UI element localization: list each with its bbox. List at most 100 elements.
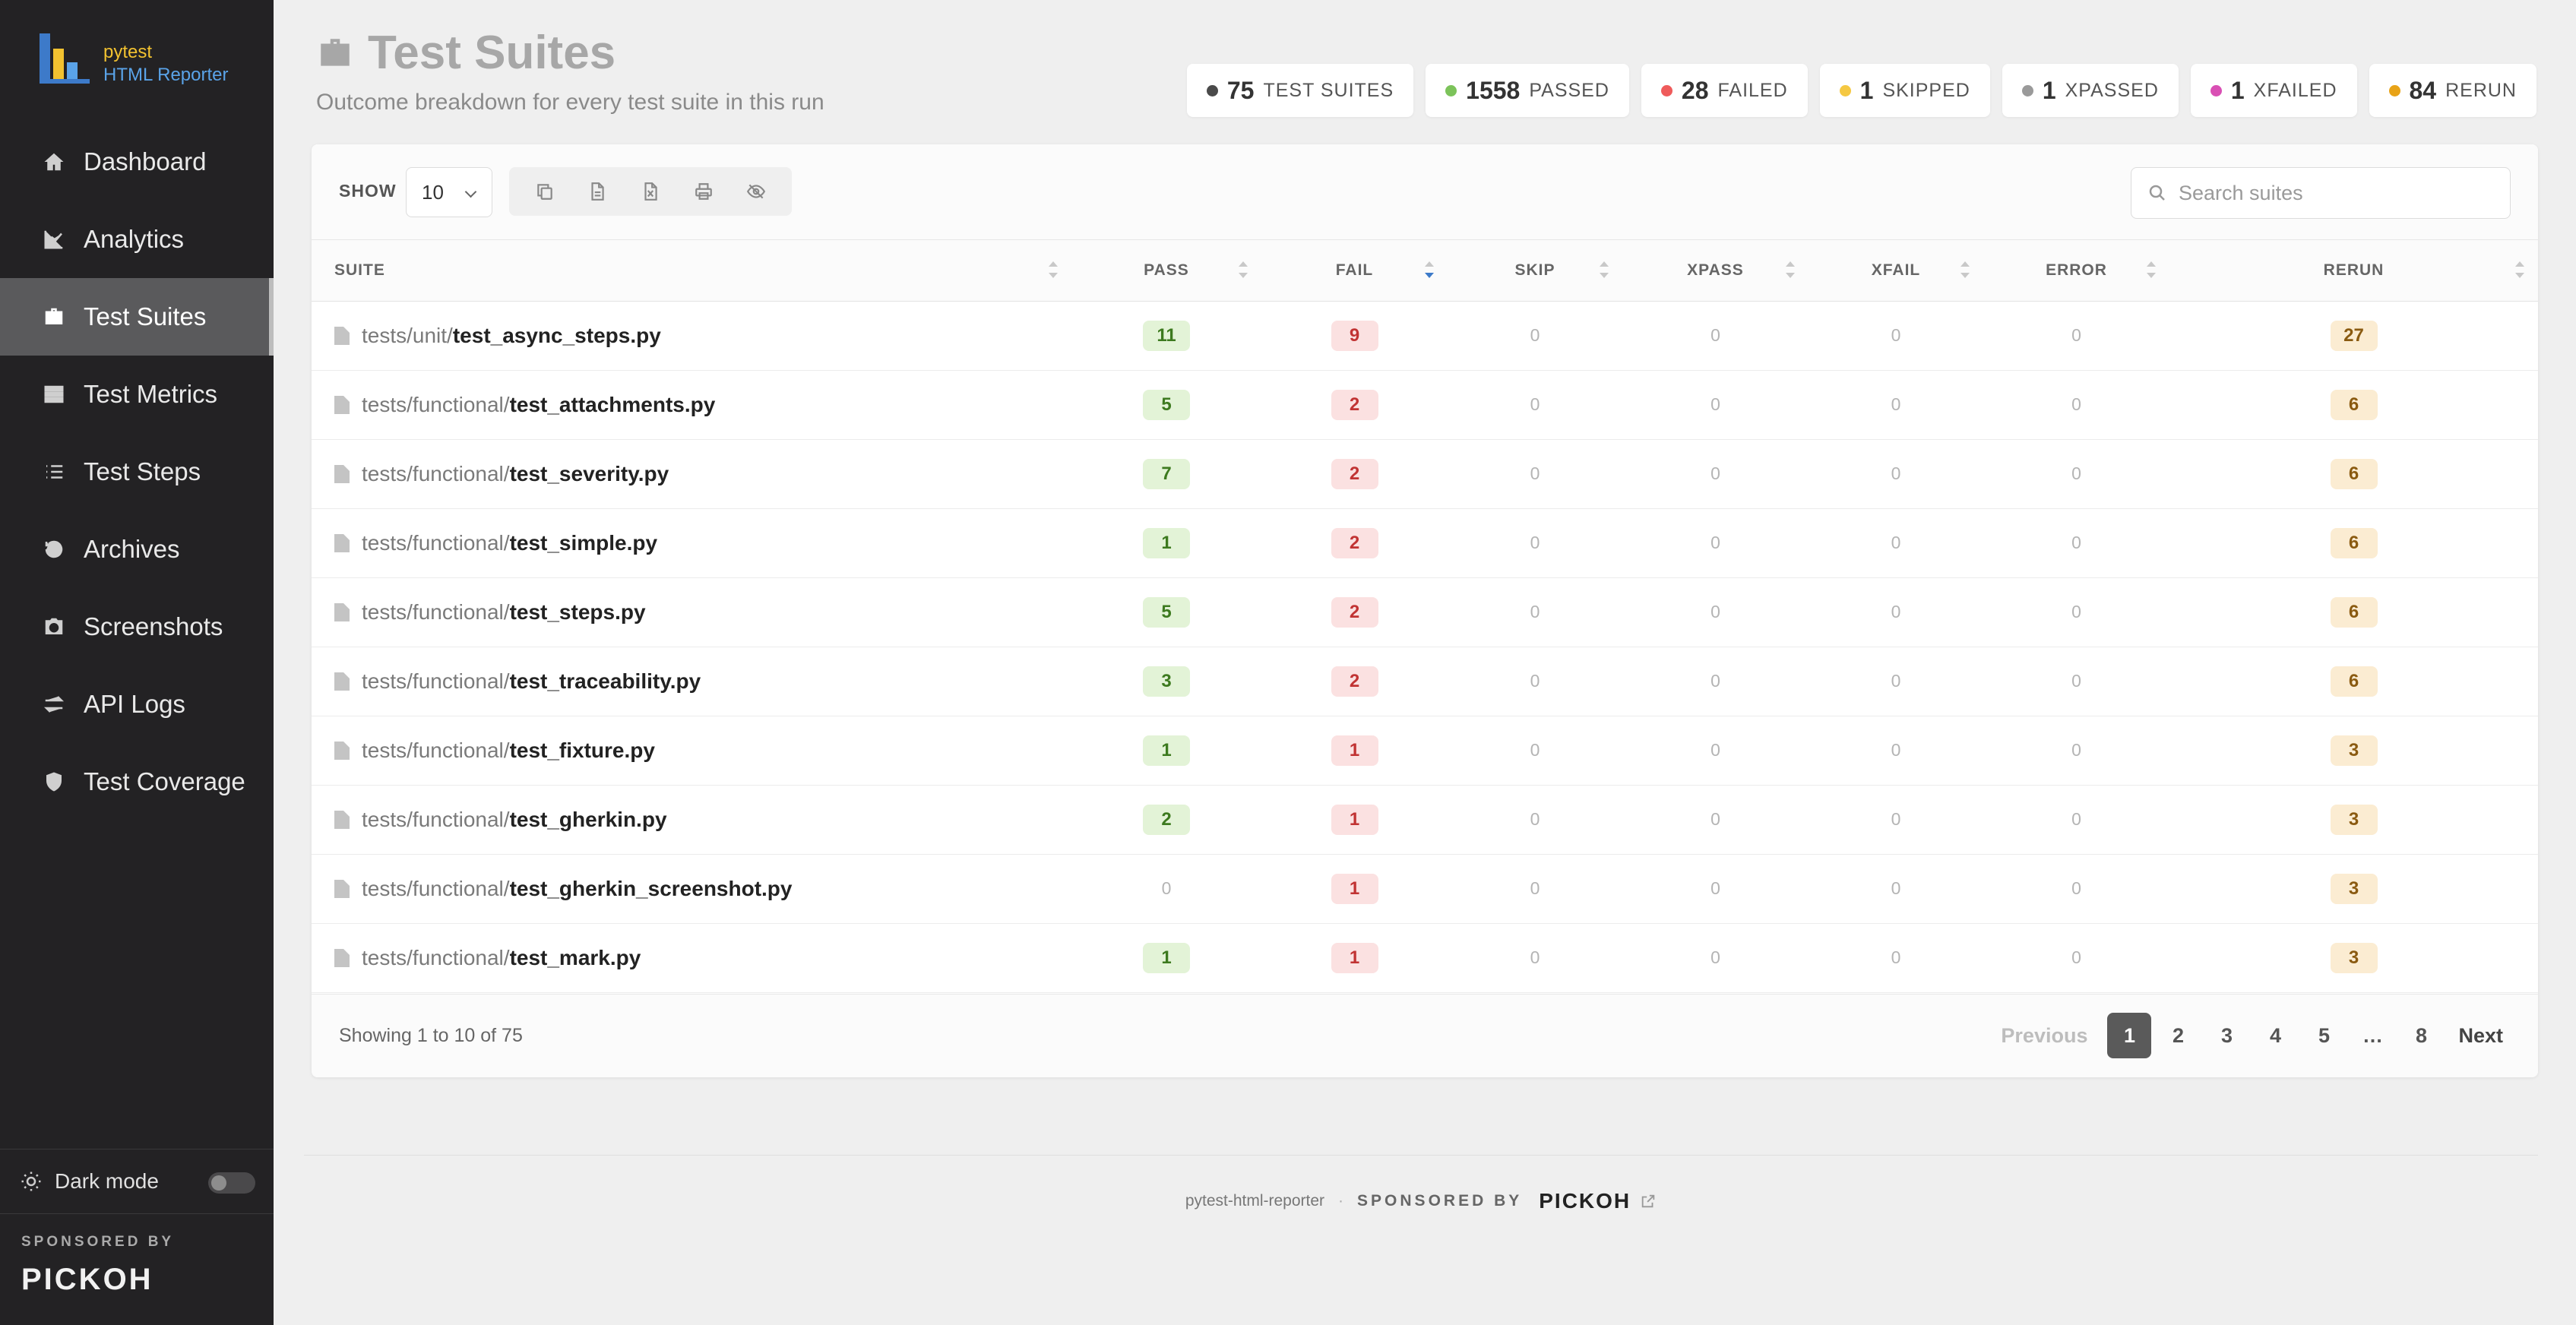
fail-badge: 1: [1331, 735, 1378, 766]
app-logo[interactable]: pytest HTML Reporter: [40, 30, 228, 87]
status-dot: [2021, 84, 2033, 96]
table-row[interactable]: tests/functional/test_simple.py 1 2 0 0 0 0 6: [312, 508, 2538, 577]
cell-rerun: 3: [2169, 923, 2538, 992]
cell-suite[interactable]: tests/functional/test_mark.py: [312, 923, 1071, 992]
print-button[interactable]: [686, 174, 721, 209]
cell-error: 0: [2071, 878, 2081, 898]
cell-fail: 2: [1261, 370, 1448, 439]
table-row[interactable]: tests/unit/test_async_steps.py 11 9 0 0 0 0 27: [312, 301, 2538, 370]
page-button[interactable]: 3: [2220, 1024, 2233, 1047]
cell-fail: 1: [1261, 716, 1448, 785]
col-rerun[interactable]: RERUN: [2169, 240, 2538, 302]
external-link-icon[interactable]: [1640, 1193, 1657, 1210]
sidebar-sponsor-logo[interactable]: PICKOH: [21, 1263, 153, 1296]
fail-badge: 9: [1331, 320, 1378, 351]
copy-button[interactable]: [527, 174, 562, 209]
col-xpass[interactable]: XPASS: [1622, 240, 1809, 302]
cell-skip: 0: [1530, 463, 1540, 483]
sidebar-nav: Dashboard Analytics Test Suites Test Met…: [0, 123, 274, 821]
fail-badge: 1: [1331, 873, 1378, 904]
cell-suite[interactable]: tests/functional/test_gherkin.py: [312, 785, 1071, 854]
previous-button[interactable]: Previous: [2001, 1024, 2088, 1047]
suite-file: test_async_steps.py: [452, 323, 661, 347]
sidebar-item-analytics[interactable]: Analytics: [0, 201, 274, 278]
page-button[interactable]: 2: [2172, 1024, 2184, 1047]
page-button[interactable]: 4: [2269, 1024, 2281, 1047]
excel-button[interactable]: [633, 174, 668, 209]
suite-path: tests/functional/: [362, 738, 510, 762]
sidebar-item-screenshots[interactable]: Screenshots: [0, 588, 274, 666]
table-row[interactable]: tests/functional/test_gherkin_screenshot…: [312, 854, 2538, 923]
cell-suite[interactable]: tests/functional/test_fixture.py: [312, 716, 1071, 785]
camera-icon: [41, 614, 67, 640]
pass-badge: 7: [1143, 458, 1190, 489]
table-row[interactable]: tests/functional/test_gherkin.py 2 1 0 0 0 0 3: [312, 785, 2538, 854]
cell-suite[interactable]: tests/functional/test_steps.py: [312, 577, 1071, 647]
cell-skip: 0: [1530, 394, 1540, 414]
cell-suite[interactable]: tests/functional/test_traceability.py: [312, 647, 1071, 716]
cell-suite[interactable]: tests/functional/test_simple.py: [312, 508, 1071, 577]
page-button[interactable]: 8: [2415, 1024, 2427, 1047]
page-size-select[interactable]: 10: [406, 167, 492, 217]
shield-icon: [41, 769, 67, 795]
suite-path: tests/functional/: [362, 807, 510, 831]
sidebar-item-archives[interactable]: Archives: [0, 511, 274, 588]
col-skip[interactable]: SKIP: [1448, 240, 1622, 302]
col-xfail[interactable]: XFAIL: [1809, 240, 1983, 302]
search-input[interactable]: [2179, 181, 2498, 205]
cell-xfail: 0: [1891, 325, 1901, 345]
cell-rerun: 3: [2169, 785, 2538, 854]
pass-badge: 1: [1143, 527, 1190, 558]
cell-pass: 2: [1071, 785, 1261, 854]
cell-suite[interactable]: tests/functional/test_attachments.py: [312, 370, 1071, 439]
col-error[interactable]: ERROR: [1983, 240, 2169, 302]
page-button[interactable]: 1: [2107, 1013, 2152, 1058]
table-row[interactable]: tests/functional/test_fixture.py 1 1 0 0 0 0 3: [312, 716, 2538, 785]
suite-file: test_simple.py: [509, 530, 658, 555]
sidebar-item-api-logs[interactable]: API Logs: [0, 666, 274, 743]
cell-rerun: 6: [2169, 647, 2538, 716]
sidebar-item-test-metrics[interactable]: Test Metrics: [0, 356, 274, 433]
file-icon: [334, 533, 350, 552]
sidebar-item-test-suites[interactable]: Test Suites: [0, 278, 274, 356]
status-dot: [1660, 84, 1673, 96]
sidebar-item-test-coverage[interactable]: Test Coverage: [0, 743, 274, 821]
dark-mode-label: Dark mode: [55, 1169, 159, 1193]
page-button[interactable]: 5: [2318, 1024, 2330, 1047]
cell-xfail: 0: [1891, 809, 1901, 829]
cell-fail: 9: [1261, 301, 1448, 370]
cell-suite[interactable]: tests/functional/test_gherkin_screenshot…: [312, 854, 1071, 923]
dark-mode-toggle[interactable]: [208, 1172, 255, 1194]
sidebar-item-label: Test Metrics: [84, 380, 218, 408]
col-pass[interactable]: PASS: [1071, 240, 1261, 302]
page-title: Test Suites: [316, 26, 616, 80]
stat-xfailed: 1 XFAILED: [2190, 64, 2357, 117]
copy-icon: [537, 184, 552, 200]
sidebar-item-test-steps[interactable]: Test Steps: [0, 433, 274, 511]
table-row[interactable]: tests/functional/test_traceability.py 3 2 0…: [312, 647, 2538, 716]
footer-sponsor-logo[interactable]: PICKOH: [1539, 1188, 1631, 1213]
cell-fail: 1: [1261, 785, 1448, 854]
table-row[interactable]: tests/functional/test_attachments.py 5 2 0 0…: [312, 370, 2538, 439]
col-fail[interactable]: FAIL: [1261, 240, 1448, 302]
next-button[interactable]: Next: [2458, 1024, 2503, 1047]
table-row[interactable]: tests/functional/test_steps.py 5 2 0 0 0 0 6: [312, 577, 2538, 647]
table-row[interactable]: tests/functional/test_severity.py 7 2 0 0 0 0 6: [312, 439, 2538, 508]
cell-suite[interactable]: tests/unit/test_async_steps.py: [312, 301, 1071, 370]
cell-skip: 0: [1530, 740, 1540, 760]
sidebar-item-label: Test Coverage: [84, 767, 245, 795]
cell-xpass: 0: [1710, 809, 1720, 829]
suite-file: test_severity.py: [509, 461, 669, 485]
sidebar-item-dashboard[interactable]: Dashboard: [0, 123, 274, 201]
briefcase-icon: [41, 304, 67, 330]
column-visibility-button[interactable]: [739, 174, 774, 209]
status-dot: [2388, 84, 2400, 96]
table-footer: Showing 1 to 10 of 75 Previous 1 2 3 4 5…: [312, 994, 2538, 1077]
suites-table: SUITE PASS FAIL SKIP XPASS XFAIL ERROR R…: [312, 240, 2538, 993]
cell-error: 0: [2071, 671, 2081, 691]
csv-button[interactable]: [580, 174, 615, 209]
cell-pass: 7: [1071, 439, 1261, 508]
col-suite[interactable]: SUITE: [312, 240, 1071, 302]
cell-suite[interactable]: tests/functional/test_severity.py: [312, 439, 1071, 508]
table-row[interactable]: tests/functional/test_mark.py 1 1 0 0 0 0 3: [312, 923, 2538, 992]
